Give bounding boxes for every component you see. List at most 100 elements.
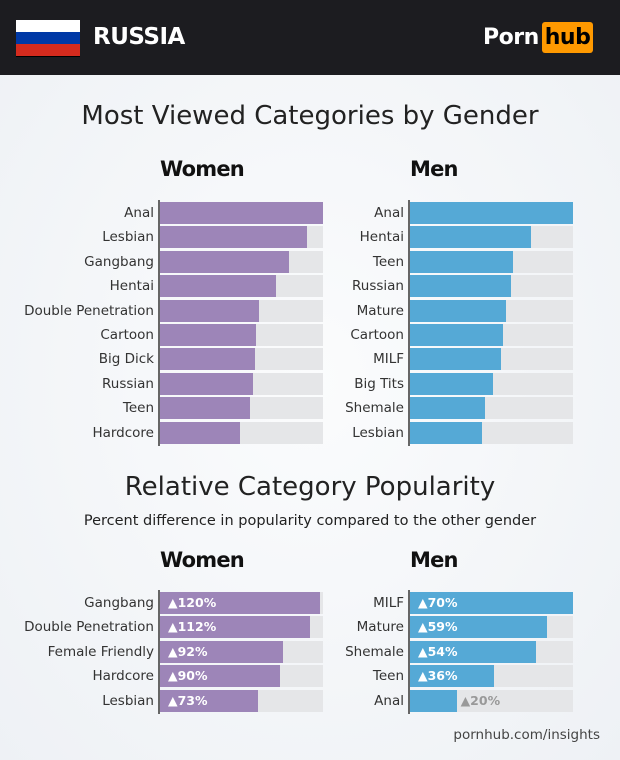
bar: [160, 421, 240, 444]
footer-source: pornhub.com/insights: [453, 727, 600, 743]
bar: [160, 592, 321, 614]
bar-track: [160, 348, 323, 371]
category-label: Cartoon: [350, 327, 404, 343]
category-label: Teen: [372, 668, 404, 685]
bar: [160, 616, 310, 639]
data-label: ▲59%: [418, 619, 458, 635]
bar-track: ▲120%: [160, 592, 323, 614]
pornhub-logo: Porn hub: [483, 22, 594, 53]
data-label: ▲54%: [418, 643, 458, 659]
data-label: ▲73%: [168, 692, 208, 708]
bar-track: [160, 250, 323, 273]
bar-track: [160, 372, 323, 395]
category-label: Double Penetration: [24, 302, 154, 319]
bar: [160, 640, 283, 663]
category-label: Mature: [356, 619, 404, 636]
bar-track: ▲59%: [410, 616, 573, 639]
category-label: Anal: [374, 692, 404, 709]
category-label: Cartoon: [100, 327, 154, 343]
group-header-women-top: Women: [160, 157, 245, 181]
bar: [410, 592, 573, 614]
category-label: Gangbang: [84, 595, 154, 611]
category-label: Russian: [352, 278, 404, 295]
bar: [160, 299, 260, 322]
category-label: Hentai: [109, 278, 154, 295]
category-label: Gangbang: [84, 253, 154, 270]
data-label: ▲20%: [460, 692, 501, 708]
bar-track: ▲54%: [410, 640, 573, 663]
bar: [160, 275, 276, 298]
category-label: Hentai: [359, 229, 404, 246]
bar: [410, 324, 503, 346]
bar-track: [410, 421, 573, 444]
category-label: Big Tits: [354, 375, 404, 392]
group-header-men-bottom: Men: [410, 548, 458, 572]
category-label: Shemale: [345, 643, 404, 660]
bar: [160, 250, 289, 273]
bar-track: [160, 299, 323, 322]
bar: [160, 689, 258, 712]
bar: [410, 202, 573, 224]
bar: [160, 397, 250, 420]
logo-part1: Porn: [483, 25, 539, 50]
bar-track: ▲73%: [160, 689, 323, 712]
bar-track: [410, 250, 573, 273]
category-label: Teen: [122, 400, 154, 417]
category-label: Big Dick: [98, 351, 154, 368]
logo-part2: hub: [541, 22, 594, 53]
bar-track: ▲20%: [410, 689, 573, 712]
bar: [410, 275, 512, 298]
bar-track: [410, 397, 573, 420]
category-label: Lesbian: [102, 692, 154, 709]
header: RUSSIA Porn hub: [0, 0, 620, 75]
bar-track: ▲90%: [160, 665, 323, 688]
category-label: Shemale: [345, 400, 404, 417]
bar: [410, 640, 536, 663]
bar-track: [160, 226, 323, 249]
data-label: ▲92%: [168, 643, 208, 659]
category-label: Anal: [374, 205, 404, 221]
bar-track: [160, 421, 323, 444]
bar-track: [410, 324, 573, 346]
category-label: Lesbian: [102, 229, 154, 246]
bar: [410, 372, 494, 395]
data-label: ▲36%: [418, 668, 458, 684]
category-label: Hardcore: [92, 668, 154, 685]
bar-track: [410, 348, 573, 371]
bar-track: [160, 202, 323, 224]
bar: [160, 348, 255, 371]
axis-line: [408, 590, 410, 714]
bar-track: [410, 226, 573, 249]
chart-title-top: Most Viewed Categories by Gender: [81, 101, 539, 131]
bar: [160, 372, 253, 395]
bar: [410, 348, 502, 371]
bar: [410, 689, 457, 712]
category-label: MILF: [373, 595, 404, 611]
data-label: ▲120%: [168, 595, 217, 610]
bar: [410, 421, 482, 444]
bar: [410, 616, 548, 639]
category-label: Russian: [102, 375, 154, 392]
category-label: MILF: [373, 351, 404, 368]
data-label: ▲90%: [168, 668, 208, 684]
bar: [410, 397, 485, 420]
bar: [410, 250, 513, 273]
group-header-women-bottom: Women: [160, 548, 245, 572]
axis-line: [158, 200, 160, 446]
bar: [160, 665, 281, 688]
chart-title-bottom: Relative Category Popularity: [124, 472, 496, 502]
bar-track: [160, 275, 323, 298]
bar-track: ▲92%: [160, 640, 323, 663]
bar-track: ▲112%: [160, 616, 323, 639]
axis-line: [408, 200, 410, 446]
bar: [160, 226, 307, 249]
category-label: Anal: [124, 205, 154, 221]
category-label: Lesbian: [352, 424, 404, 441]
category-label: Female Friendly: [47, 643, 154, 660]
bar-track: [160, 397, 323, 420]
bar-track: [410, 299, 573, 322]
bar: [160, 324, 257, 346]
bar-track: [410, 275, 573, 298]
category-label: Mature: [356, 302, 404, 319]
bar: [410, 299, 507, 322]
